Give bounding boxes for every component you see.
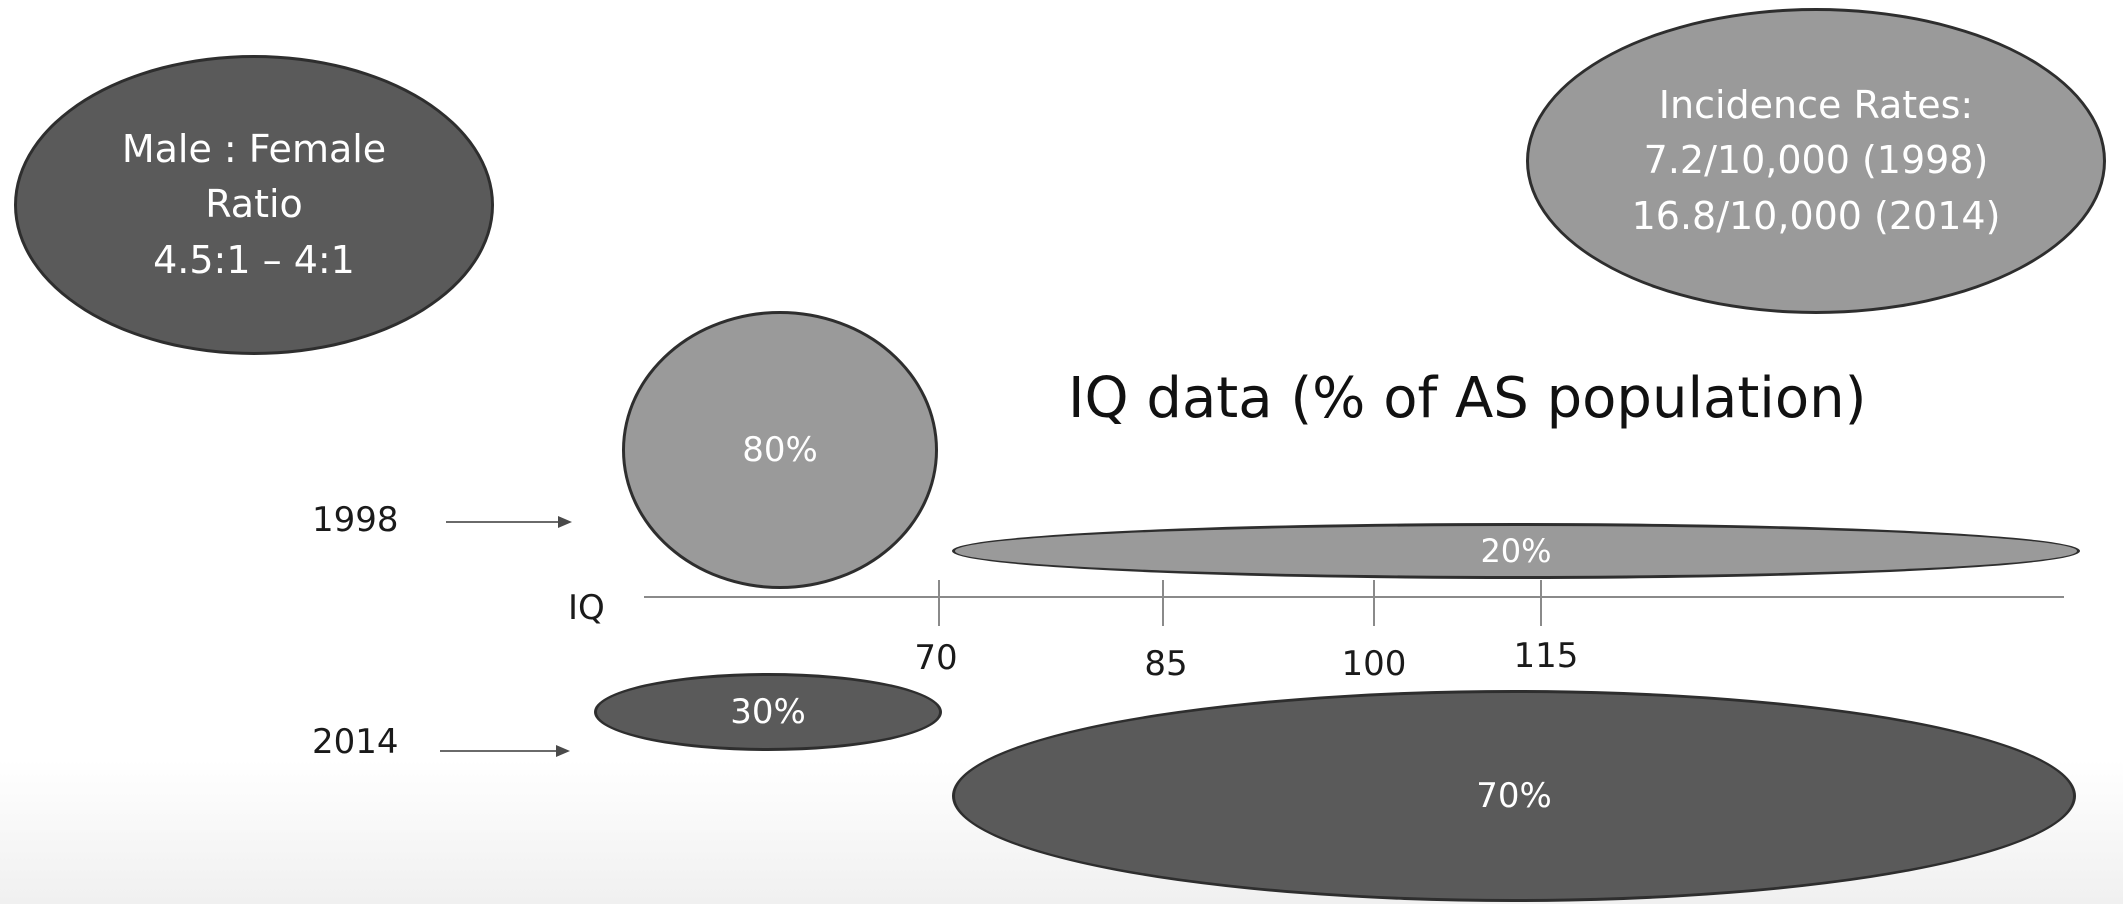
- iq-axis-label: IQ: [568, 588, 605, 628]
- year-label-2014: 2014: [312, 722, 399, 762]
- ratio-line-1: Male : Female: [121, 127, 387, 172]
- incidence-line-1: Incidence Rates:: [1658, 83, 1974, 128]
- percent-1998-above-70: 20%: [1480, 532, 1552, 570]
- tick-mark-85: [1162, 580, 1164, 626]
- tick-mark-100: [1373, 580, 1375, 626]
- ratio-line-3: 4.5:1 – 4:1: [153, 237, 355, 282]
- arrow-2014: [440, 745, 570, 757]
- group-2014-above-70: 70%: [952, 690, 2076, 902]
- incidence-rates-ellipse: Incidence Rates: 7.2/10,000 (1998) 16.8/…: [1526, 8, 2106, 314]
- group-1998-below-70: 80%: [622, 311, 938, 589]
- group-1998-above-70: 20%: [952, 523, 2080, 579]
- tick-label-85: 85: [1144, 644, 1188, 684]
- arrow-1998: [446, 516, 572, 528]
- incidence-line-3: 16.8/10,000 (2014): [1631, 193, 2001, 238]
- percent-2014-above-70: 70%: [1476, 776, 1552, 816]
- tick-label-70: 70: [914, 638, 958, 678]
- tick-label-115: 115: [1513, 636, 1579, 676]
- male-female-ratio-ellipse: Male : Female Ratio 4.5:1 – 4:1: [14, 55, 494, 355]
- percent-2014-below-70: 30%: [730, 692, 806, 732]
- incidence-line-2: 7.2/10,000 (1998): [1643, 138, 1989, 183]
- iq-axis-line: [644, 596, 2064, 598]
- group-2014-below-70: 30%: [594, 673, 942, 751]
- year-label-1998: 1998: [312, 500, 399, 540]
- percent-1998-below-70: 80%: [742, 430, 818, 470]
- tick-label-100: 100: [1341, 644, 1407, 684]
- ratio-line-2: Ratio: [205, 182, 303, 227]
- tick-mark-115: [1540, 580, 1542, 626]
- incidence-text: Incidence Rates: 7.2/10,000 (1998) 16.8/…: [1632, 78, 2001, 243]
- tick-mark-70: [938, 580, 940, 626]
- chart-title: IQ data (% of AS population): [1068, 366, 1867, 431]
- ratio-text: Male : Female Ratio 4.5:1 – 4:1: [122, 122, 386, 287]
